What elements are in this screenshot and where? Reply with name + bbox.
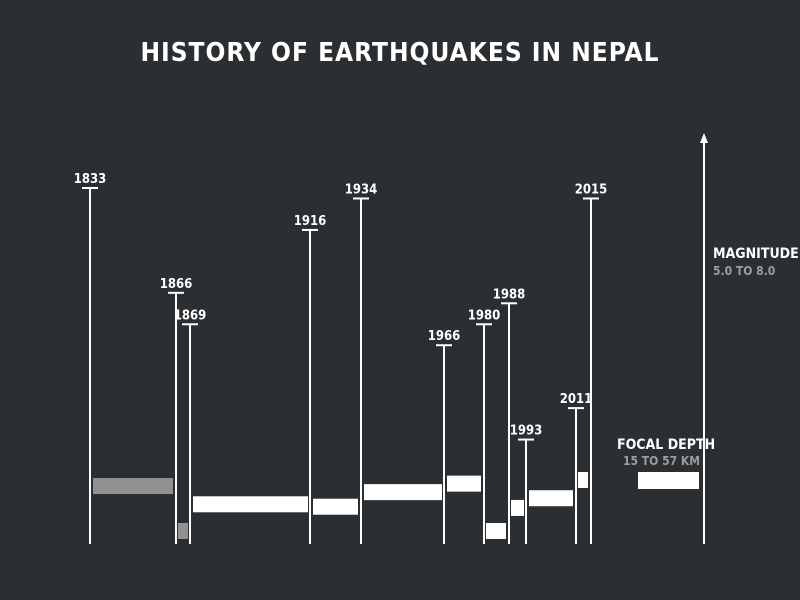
event-1916: 1916 [294, 214, 358, 544]
event-2011: 2011 [560, 392, 593, 544]
depth-legend-bar [638, 472, 699, 489]
events-layer: 1833 1866 1869 1916 1934 1966 1980 1988 1993 2011… [74, 172, 608, 544]
event-1866: 1866 [160, 277, 193, 544]
year-label: 1980 [468, 308, 501, 323]
event-1988: 1988 [493, 287, 526, 544]
magnitude-legend-range: 5.0 TO 8.0 [713, 264, 775, 278]
depth-legend-title: FOCAL DEPTH [617, 437, 715, 453]
depth-legend-range: 15 TO 57 KM [623, 454, 700, 468]
event-1934: 1934 [345, 182, 442, 544]
focal-depth-bar [529, 490, 573, 507]
year-label: 1966 [428, 329, 461, 344]
focal-depth-bar [313, 498, 358, 515]
year-label: 1866 [160, 277, 193, 292]
magnitude-axis-arrow-icon [700, 133, 708, 143]
year-label: 2015 [575, 182, 608, 197]
focal-depth-bar [578, 472, 588, 488]
event-1833: 1833 [74, 172, 173, 544]
focal-depth-bar [511, 499, 524, 516]
focal-depth-bar [364, 484, 442, 501]
event-2015: 2015 [575, 182, 608, 544]
chart-title: HISTORY OF EARTHQUAKES IN NEPAL [140, 38, 660, 68]
year-label: 2011 [560, 392, 593, 407]
focal-depth-bar [447, 475, 481, 492]
year-label: 1916 [294, 214, 327, 229]
focal-depth-bar [193, 496, 308, 513]
focal-depth-bar [486, 523, 506, 539]
magnitude-legend-title: MAGNITUDE [713, 246, 799, 262]
event-1980: 1980 [468, 308, 506, 544]
focal-depth-bar [93, 478, 173, 495]
year-label: 1833 [74, 172, 107, 187]
year-label: 1869 [174, 308, 207, 323]
event-1993: 1993 [510, 424, 573, 544]
event-1966: 1966 [428, 329, 481, 544]
year-label: 1993 [510, 424, 543, 439]
focal-depth-bar [178, 523, 188, 539]
legend: MAGNITUDE 5.0 TO 8.0 FOCAL DEPTH 15 TO 5… [617, 133, 799, 544]
year-label: 1934 [345, 182, 378, 197]
year-label: 1988 [493, 287, 526, 302]
event-1869: 1869 [174, 308, 308, 544]
